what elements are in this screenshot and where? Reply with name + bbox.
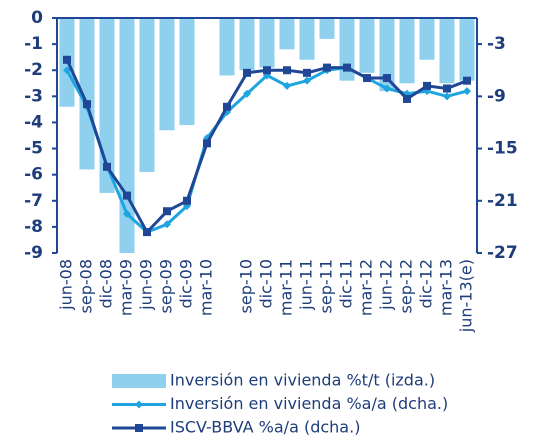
bar [319, 18, 335, 39]
bar [79, 18, 95, 170]
marker [403, 94, 411, 103]
legend-label: Inversión en vivienda %t/t (izda.) [170, 371, 435, 390]
y-tick-label: -2 [24, 60, 43, 80]
marker [143, 228, 151, 237]
marker [463, 87, 471, 96]
x-tick-label: jun-09 [137, 259, 156, 311]
x-tick-label: mar-09 [117, 259, 136, 316]
x-tick-label: dic-11 [337, 259, 356, 309]
y-tick-label: -4 [24, 112, 43, 132]
x-tick-label: mar-12 [357, 259, 376, 316]
bar [399, 18, 415, 84]
x-tick-label: dic-09 [177, 259, 196, 309]
marker [283, 81, 291, 90]
bar [379, 18, 395, 92]
x-tick-label: sep-08 [77, 259, 96, 313]
y-tick-label: -5 [24, 139, 43, 159]
bar [99, 18, 115, 193]
bar [419, 18, 435, 60]
y2-tick-label: -3 [487, 34, 506, 54]
legend-marker [135, 424, 143, 432]
marker [103, 162, 111, 171]
marker [203, 139, 211, 148]
marker [63, 55, 71, 64]
x-tick-label: dic-10 [257, 259, 276, 309]
bar [259, 18, 275, 68]
bar [219, 18, 235, 76]
x-tick-label: mar-10 [197, 259, 216, 316]
marker [63, 66, 71, 75]
marker [383, 74, 391, 83]
legend-swatch [112, 374, 166, 388]
marker [223, 102, 231, 111]
x-tick-label: mar-11 [277, 259, 296, 316]
bar [279, 18, 295, 50]
x-tick-label: mar-13 [437, 259, 456, 316]
y-tick-label: -9 [24, 243, 43, 263]
marker [323, 63, 331, 72]
marker [443, 84, 451, 93]
y2-tick-label: -9 [487, 86, 506, 106]
marker [123, 191, 131, 200]
bar [439, 18, 455, 84]
y-tick-label: -6 [24, 165, 43, 185]
x-tick-label: jun-08 [57, 259, 76, 311]
marker [463, 76, 471, 85]
legend-label: Inversión en vivienda %a/a (dcha.) [170, 394, 448, 413]
legend-label: ISCV-BBVA %a/a (dcha.) [170, 418, 360, 437]
marker [423, 81, 431, 90]
x-tick-label: sep-09 [157, 259, 176, 313]
y-tick-label: -7 [24, 191, 43, 211]
y2-tick-label: -15 [487, 139, 518, 159]
marker [343, 63, 351, 72]
bar [459, 18, 475, 81]
marker [283, 66, 291, 75]
marker [243, 89, 251, 98]
x-tick-label: sep-11 [317, 259, 336, 313]
y2-tick-label: -27 [487, 243, 518, 263]
bar [239, 18, 255, 71]
marker [303, 76, 311, 85]
marker [83, 100, 91, 109]
x-tick-label: dic-12 [417, 259, 436, 309]
x-tick-label: jun-13(e) [457, 259, 476, 333]
x-tick-label: sep-12 [397, 259, 416, 313]
marker [163, 207, 171, 216]
marker [263, 66, 271, 75]
y2-tick-label: -21 [487, 191, 518, 211]
marker [303, 68, 311, 77]
x-tick-label: jun-12 [377, 259, 396, 311]
marker [363, 74, 371, 83]
x-tick-label: jun-11 [297, 259, 316, 311]
marker [163, 220, 171, 229]
legend-marker [135, 400, 143, 409]
bar [179, 18, 195, 126]
y-tick-label: -1 [24, 34, 43, 54]
x-tick-label: sep-10 [237, 259, 256, 313]
bar [159, 18, 175, 131]
bar [299, 18, 315, 60]
marker [383, 84, 391, 93]
y-tick-label: 0 [31, 8, 43, 28]
y-tick-label: -3 [24, 86, 43, 106]
x-tick-label: dic-08 [97, 259, 116, 309]
marker [443, 92, 451, 101]
marker [123, 209, 131, 218]
y-tick-label: -8 [24, 217, 43, 237]
bar [139, 18, 155, 173]
marker [183, 196, 191, 205]
marker [243, 68, 251, 77]
bar [359, 18, 375, 73]
